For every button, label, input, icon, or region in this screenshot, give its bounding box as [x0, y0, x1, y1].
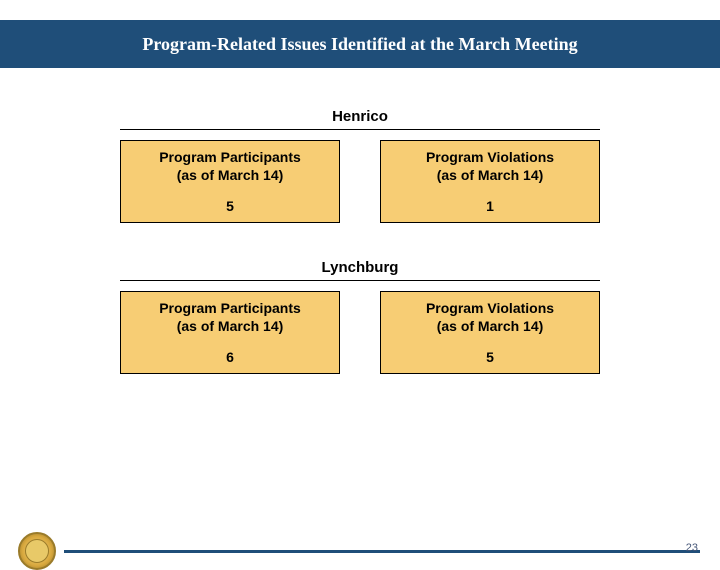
box-label-line1: Program Violations [426, 149, 554, 167]
section-henrico: Henrico Program Participants (as of Marc… [120, 108, 600, 223]
seal-icon [18, 532, 56, 570]
box-label-line1: Program Participants [159, 149, 301, 167]
section-lynchburg: Lynchburg Program Participants (as of Ma… [120, 259, 600, 374]
box-value: 1 [486, 198, 494, 214]
box-row: Program Participants (as of March 14) 5 … [120, 140, 600, 223]
box-value: 5 [226, 198, 234, 214]
footer-divider [64, 550, 700, 553]
violations-box: Program Violations (as of March 14) 5 [380, 291, 600, 374]
participants-box: Program Participants (as of March 14) 5 [120, 140, 340, 223]
violations-box: Program Violations (as of March 14) 1 [380, 140, 600, 223]
box-value: 5 [486, 349, 494, 365]
box-row: Program Participants (as of March 14) 6 … [120, 291, 600, 374]
box-value: 6 [226, 349, 234, 365]
page-title: Program-Related Issues Identified at the… [142, 34, 577, 55]
box-label-line2: (as of March 14) [177, 318, 284, 336]
section-title: Lynchburg [120, 259, 600, 281]
box-label-line2: (as of March 14) [437, 318, 544, 336]
box-label-line2: (as of March 14) [177, 167, 284, 185]
page-number: 23 [686, 542, 698, 554]
box-label-line1: Program Violations [426, 300, 554, 318]
participants-box: Program Participants (as of March 14) 6 [120, 291, 340, 374]
title-bar: Program-Related Issues Identified at the… [0, 20, 720, 68]
seal-inner [25, 539, 49, 563]
box-label-line2: (as of March 14) [437, 167, 544, 185]
section-title: Henrico [120, 108, 600, 130]
content-area: Henrico Program Participants (as of Marc… [0, 68, 720, 410]
box-label-line1: Program Participants [159, 300, 301, 318]
